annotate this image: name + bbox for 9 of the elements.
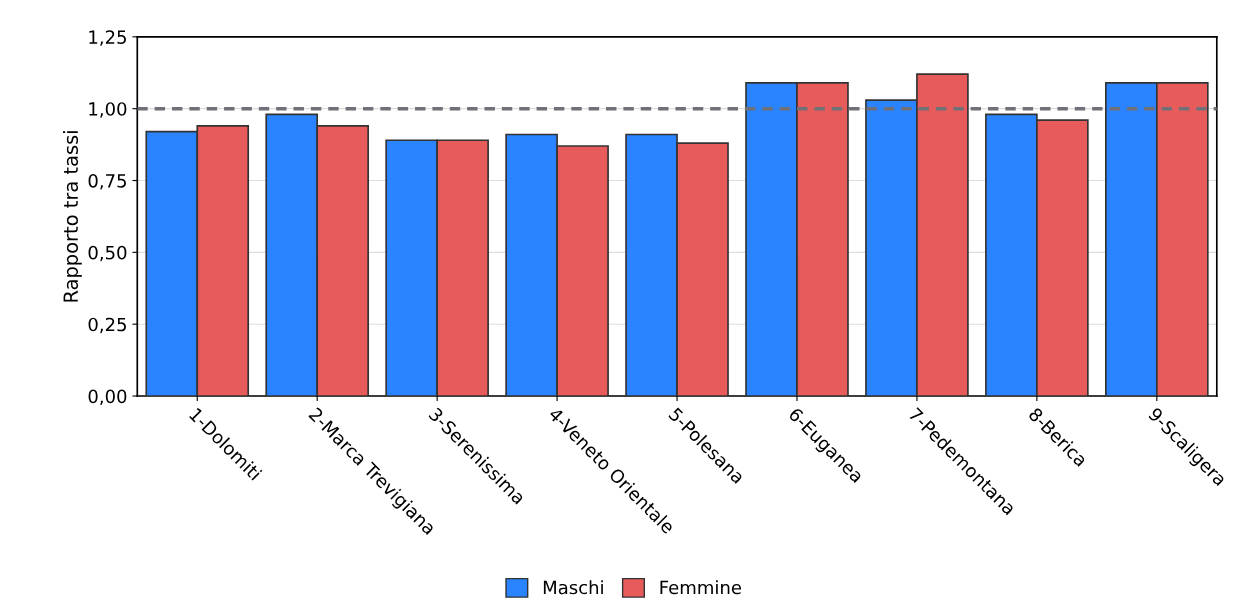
y-tick-label: 1,00 [89,102,127,118]
y-tick-label: 0,00 [88,389,127,405]
legend-label: Femmine [660,580,742,595]
y-axis-title: Rapporto tra tassi [62,131,82,302]
y-tick-label: 0,25 [88,317,126,334]
y-tick-label: 0,75 [88,173,126,190]
y-tick-label: 0,50 [88,245,127,262]
y-tick-label: 1,25 [89,30,126,46]
legend-label: Maschi [543,580,603,595]
